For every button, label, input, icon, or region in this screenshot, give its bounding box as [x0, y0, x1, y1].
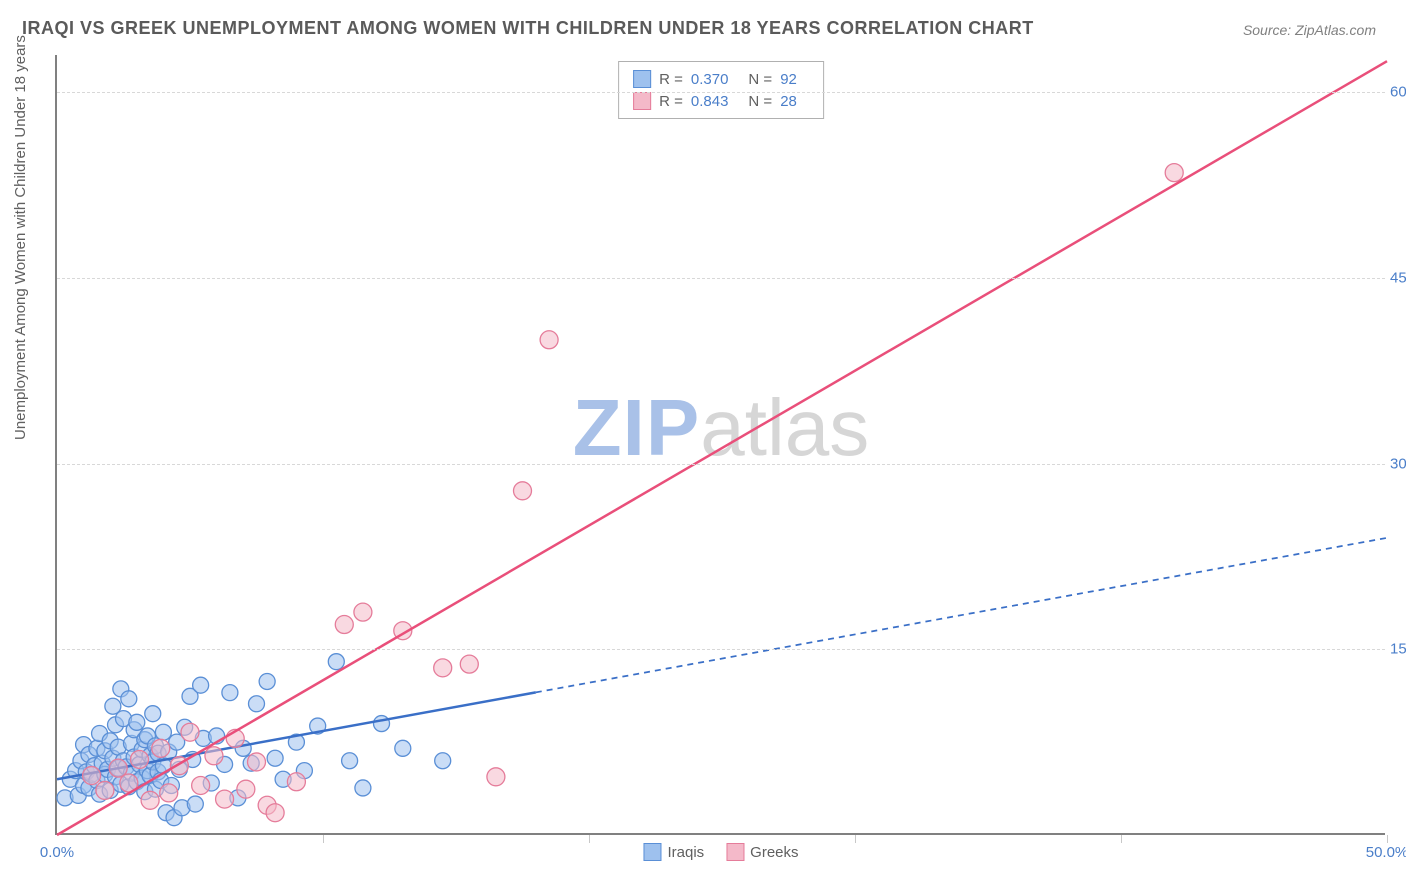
y-tick-label: 15.0% — [1390, 641, 1406, 658]
data-point — [259, 673, 275, 689]
data-point — [96, 781, 114, 799]
data-point — [129, 714, 145, 730]
data-point — [222, 685, 238, 701]
data-point — [435, 753, 451, 769]
legend-r-label: R = — [659, 93, 683, 110]
legend-n-label: N = — [748, 71, 772, 88]
data-point — [187, 796, 203, 812]
legend-n-value-greeks: 28 — [780, 93, 797, 110]
legend-label-iraqis: Iraqis — [667, 844, 704, 861]
source-attribution: Source: ZipAtlas.com — [1243, 22, 1376, 38]
data-point — [160, 784, 178, 802]
trend-line — [57, 61, 1387, 835]
legend-label-greeks: Greeks — [750, 844, 798, 861]
y-tick-label: 30.0% — [1390, 455, 1406, 472]
data-point — [514, 482, 532, 500]
x-tick-mark — [1387, 835, 1388, 843]
data-point — [342, 753, 358, 769]
data-point — [141, 791, 159, 809]
x-tick-mark — [855, 835, 856, 843]
x-tick-label: 0.0% — [40, 844, 74, 861]
gridline-h — [57, 464, 1385, 465]
x-tick-label: 50.0% — [1366, 844, 1406, 861]
data-point — [192, 776, 210, 794]
data-point — [395, 740, 411, 756]
legend-r-label: R = — [659, 71, 683, 88]
legend-r-value-iraqis: 0.370 — [691, 71, 729, 88]
data-point — [335, 616, 353, 634]
gridline-h — [57, 92, 1385, 93]
data-point — [540, 331, 558, 349]
trend-line-extrapolated — [536, 538, 1387, 693]
data-point — [354, 603, 372, 621]
y-tick-label: 60.0% — [1390, 84, 1406, 101]
data-point — [237, 780, 255, 798]
data-point — [83, 767, 101, 785]
data-point — [1165, 164, 1183, 182]
legend-row-greeks: R = 0.843 N = 28 — [633, 90, 809, 112]
data-point — [287, 773, 305, 791]
legend-row-iraqis: R = 0.370 N = 92 — [633, 68, 809, 90]
gridline-h — [57, 278, 1385, 279]
y-tick-label: 45.0% — [1390, 269, 1406, 286]
data-point — [145, 706, 161, 722]
x-tick-mark — [323, 835, 324, 843]
data-point — [155, 724, 171, 740]
correlation-legend: R = 0.370 N = 92 R = 0.843 N = 28 — [618, 61, 824, 119]
chart-svg — [57, 55, 1385, 833]
legend-swatch-iraqis — [633, 70, 651, 88]
data-point — [121, 691, 137, 707]
data-point — [248, 753, 266, 771]
chart-plot-area: ZIPatlas R = 0.370 N = 92 R = 0.843 N = … — [55, 55, 1385, 835]
data-point — [328, 654, 344, 670]
data-point — [205, 747, 223, 765]
legend-swatch-greeks — [633, 92, 651, 110]
data-point — [130, 750, 148, 768]
legend-item-greeks: Greeks — [726, 843, 798, 861]
data-point — [267, 750, 283, 766]
chart-title: IRAQI VS GREEK UNEMPLOYMENT AMONG WOMEN … — [22, 18, 1034, 39]
legend-item-iraqis: Iraqis — [643, 843, 704, 861]
legend-swatch-greeks — [726, 843, 744, 861]
legend-swatch-iraqis — [643, 843, 661, 861]
data-point — [355, 780, 371, 796]
data-point — [487, 768, 505, 786]
data-point — [181, 723, 199, 741]
data-point — [216, 790, 234, 808]
legend-n-label: N = — [748, 93, 772, 110]
data-point — [249, 696, 265, 712]
data-point — [193, 677, 209, 693]
x-tick-mark — [589, 835, 590, 843]
legend-n-value-iraqis: 92 — [780, 71, 797, 88]
y-axis-label: Unemployment Among Women with Children U… — [12, 35, 29, 440]
x-tick-mark — [1121, 835, 1122, 843]
data-point — [460, 655, 478, 673]
data-point — [434, 659, 452, 677]
data-point — [152, 739, 170, 757]
data-point — [374, 716, 390, 732]
series-legend: Iraqis Greeks — [643, 843, 798, 861]
gridline-h — [57, 649, 1385, 650]
data-point — [266, 804, 284, 822]
legend-r-value-greeks: 0.843 — [691, 93, 729, 110]
